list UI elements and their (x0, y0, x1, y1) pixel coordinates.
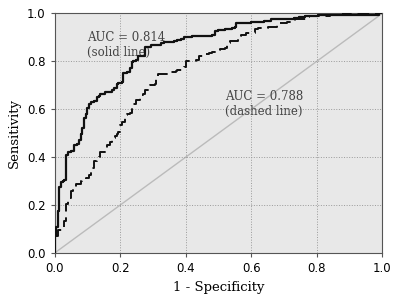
X-axis label: 1 - Specificity: 1 - Specificity (173, 281, 264, 294)
Y-axis label: Sensitivity: Sensitivity (8, 98, 21, 168)
Text: AUC = 0.788
(dashed line): AUC = 0.788 (dashed line) (225, 90, 303, 118)
Text: AUC = 0.814
(solid line): AUC = 0.814 (solid line) (87, 31, 166, 59)
